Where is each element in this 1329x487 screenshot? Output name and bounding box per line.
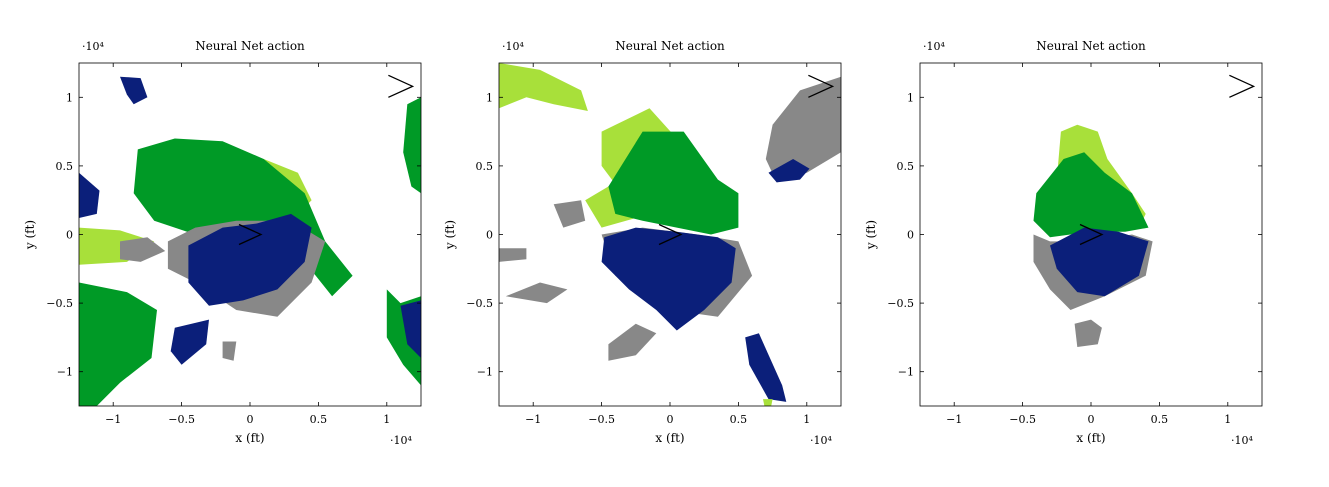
x-multiplier-label: ·10⁴ — [1231, 434, 1253, 447]
y-tick-label: −1 — [57, 366, 73, 379]
region-gray-8 — [120, 237, 166, 262]
region-green-2 — [1033, 152, 1149, 238]
x-tick-label: −0.5 — [1009, 413, 1036, 426]
x-tick-label: 0 — [247, 413, 254, 426]
region-dark-blue-4 — [1050, 227, 1149, 297]
region-gray-6 — [553, 200, 586, 228]
y-tick-label: 0 — [66, 229, 73, 242]
region-light-green-1 — [499, 63, 588, 111]
y-tick-label: −0.5 — [46, 297, 73, 310]
x-tick-label: 1 — [1224, 413, 1231, 426]
y-axis-label: y (ft) — [864, 220, 878, 250]
intruder-marker-icon — [1079, 223, 1104, 246]
y-tick-label: −0.5 — [887, 297, 914, 310]
ownship-marker-icon — [808, 74, 835, 98]
region-light-green-14 — [763, 399, 773, 406]
region-gray-5 — [765, 76, 841, 183]
region-gray-9 — [505, 282, 568, 304]
region-dark-blue-9 — [188, 213, 312, 306]
region-layer — [499, 63, 841, 406]
y-tick-label: 1 — [907, 91, 914, 104]
intruder-marker-icon — [658, 223, 683, 246]
x-axis-label: x (ft) — [655, 431, 684, 445]
region-dark-blue-13 — [745, 333, 787, 402]
region-gray-8 — [499, 248, 527, 262]
y-tick-label: −1 — [477, 366, 493, 379]
region-layer — [79, 76, 421, 406]
x-tick-label: 0 — [667, 413, 674, 426]
x-tick-label: 1 — [383, 413, 390, 426]
y-tick-label: 0.5 — [56, 160, 74, 173]
chart-panel-1: −1 −0.5 0 0.5 1 −1 −0.5 0 0.5 1 Neural Net action ·… — [23, 39, 422, 447]
chart-title: Neural Net action — [615, 39, 725, 53]
chart-panel-3: −1 −0.5 0 0.5 1 −1 −0.5 0 0.5 1 Neural Net action ·… — [864, 39, 1263, 447]
y-tick-label: 0 — [907, 229, 914, 242]
y-tick-label: 1 — [66, 91, 73, 104]
y-tick-label: −1 — [898, 366, 914, 379]
region-green-4 — [403, 97, 421, 194]
region-dark-blue-11 — [79, 172, 100, 218]
y-axis-label: y (ft) — [443, 220, 457, 250]
x-tick-label: 0.5 — [310, 413, 328, 426]
region-green-4 — [608, 131, 739, 235]
y-tick-label: 0 — [486, 229, 493, 242]
y-axis-label: y (ft) — [23, 220, 37, 250]
x-tick-label: 1 — [803, 413, 810, 426]
x-tick-label: 0.5 — [730, 413, 748, 426]
chart-title: Neural Net action — [195, 39, 305, 53]
y-tick-label: 0.5 — [476, 160, 494, 173]
region-dark-blue-13 — [400, 300, 421, 358]
y-multiplier-label: ·10⁴ — [82, 40, 104, 53]
x-tick-label: 0.5 — [1151, 413, 1169, 426]
x-tick-label: −1 — [946, 413, 962, 426]
x-multiplier-label: ·10⁴ — [390, 434, 412, 447]
chart-title: Neural Net action — [1036, 39, 1146, 53]
region-green-3 — [79, 282, 157, 406]
ownship-marker-icon — [388, 74, 415, 98]
region-gray-14 — [222, 341, 237, 361]
region-dark-blue-11 — [601, 227, 736, 331]
region-green-2 — [133, 138, 353, 297]
region-dark-blue-12 — [170, 319, 209, 365]
x-axis-label: x (ft) — [235, 431, 264, 445]
x-tick-label: −1 — [105, 413, 121, 426]
region-gray-5 — [1074, 319, 1102, 347]
x-axis-label: x (ft) — [1076, 431, 1105, 445]
y-multiplier-label: ·10⁴ — [923, 40, 945, 53]
x-multiplier-label: ·10⁴ — [810, 434, 832, 447]
chart-panel-2: −1 −0.5 0 0.5 1 −1 −0.5 0 0.5 1 Neural Net action ·… — [443, 39, 842, 447]
y-tick-label: 0.5 — [897, 160, 915, 173]
y-multiplier-label: ·10⁴ — [502, 40, 524, 53]
y-tick-label: −0.5 — [466, 297, 493, 310]
region-gray-10 — [608, 323, 657, 361]
y-tick-label: 1 — [486, 91, 493, 104]
x-tick-label: −0.5 — [168, 413, 195, 426]
region-layer — [1033, 124, 1153, 347]
ownship-marker-icon — [1229, 74, 1256, 98]
x-tick-label: 0 — [1088, 413, 1095, 426]
x-tick-label: −0.5 — [588, 413, 615, 426]
x-tick-label: −1 — [525, 413, 541, 426]
intruder-marker-icon — [238, 223, 263, 246]
region-dark-blue-10 — [120, 76, 148, 105]
region-dark-blue-12 — [768, 159, 810, 183]
